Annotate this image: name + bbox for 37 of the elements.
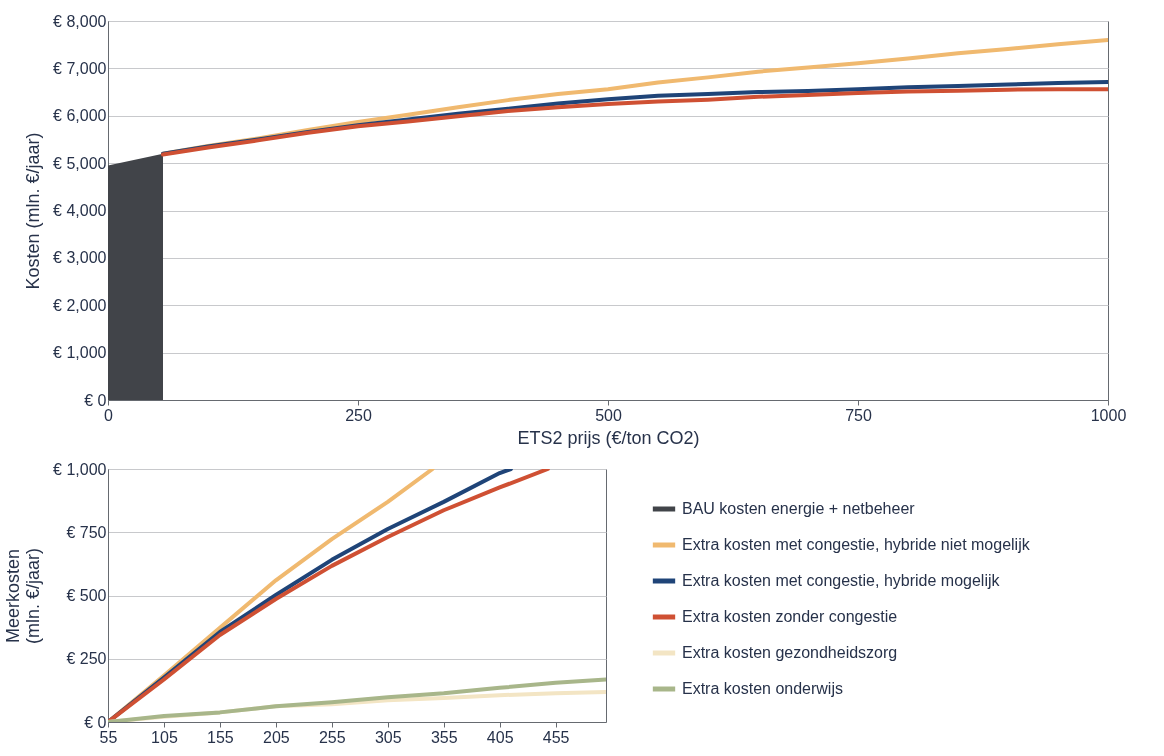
x-tick-label: 405 <box>486 728 514 746</box>
y-axis-title: Kosten (mln. €/jaar) <box>23 132 44 290</box>
y-tick-label: € 250 <box>66 650 107 668</box>
y-tick-label: € 7,000 <box>53 59 107 77</box>
y-axis-title: Meerkosten (mln. €/jaar) <box>3 547 44 645</box>
x-tick-label: 250 <box>345 406 372 424</box>
y-tick-label: € 5,000 <box>53 154 107 172</box>
x-tick-label: 255 <box>318 728 346 746</box>
legend-label: Extra kosten met congestie, hybride niet mogelijk <box>682 536 1031 553</box>
x-tick-label: 305 <box>374 728 402 746</box>
x-tick-label: 205 <box>263 728 290 746</box>
legend-label: BAU kosten energie + netbeheer <box>682 500 916 517</box>
y-tick-label: € 6,000 <box>53 107 107 125</box>
x-tick-label: 355 <box>430 728 458 746</box>
x-tick-label: 155 <box>207 728 234 746</box>
legend-label: Extra kosten zonder congestie <box>682 608 898 625</box>
y-tick-label: € 1,000 <box>53 460 107 478</box>
x-tick-label: 105 <box>151 728 178 746</box>
y-tick-label: € 1,000 <box>53 344 107 362</box>
x-tick-label: 1000 <box>1090 406 1127 424</box>
x-tick-label: 55 <box>99 728 118 746</box>
x-axis-title: ETS2 prijs (€/ton CO2) <box>517 427 700 448</box>
x-tick-label: 455 <box>542 728 570 746</box>
y-tick-label: € 2,000 <box>53 296 107 314</box>
x-tick-label: 0 <box>104 406 114 424</box>
x-tick-label: 500 <box>595 406 622 424</box>
y-tick-label: € 3,000 <box>53 249 107 267</box>
y-tick-label: € 4,000 <box>53 202 107 219</box>
legend-label: Extra kosten met congestie, hybride mogelijk <box>682 572 1001 589</box>
legend-label: Extra kosten gezondheidszorg <box>682 644 898 661</box>
y-tick-label: € 0 <box>84 713 107 731</box>
y-tick-label: € 8,000 <box>53 12 107 30</box>
y-tick-label: € 0 <box>84 391 107 409</box>
legend-label: Extra kosten onderwijs <box>682 680 843 697</box>
x-tick-label: 750 <box>845 406 872 424</box>
y-tick-label: € 500 <box>66 587 107 604</box>
y-tick-label: € 750 <box>66 523 107 541</box>
